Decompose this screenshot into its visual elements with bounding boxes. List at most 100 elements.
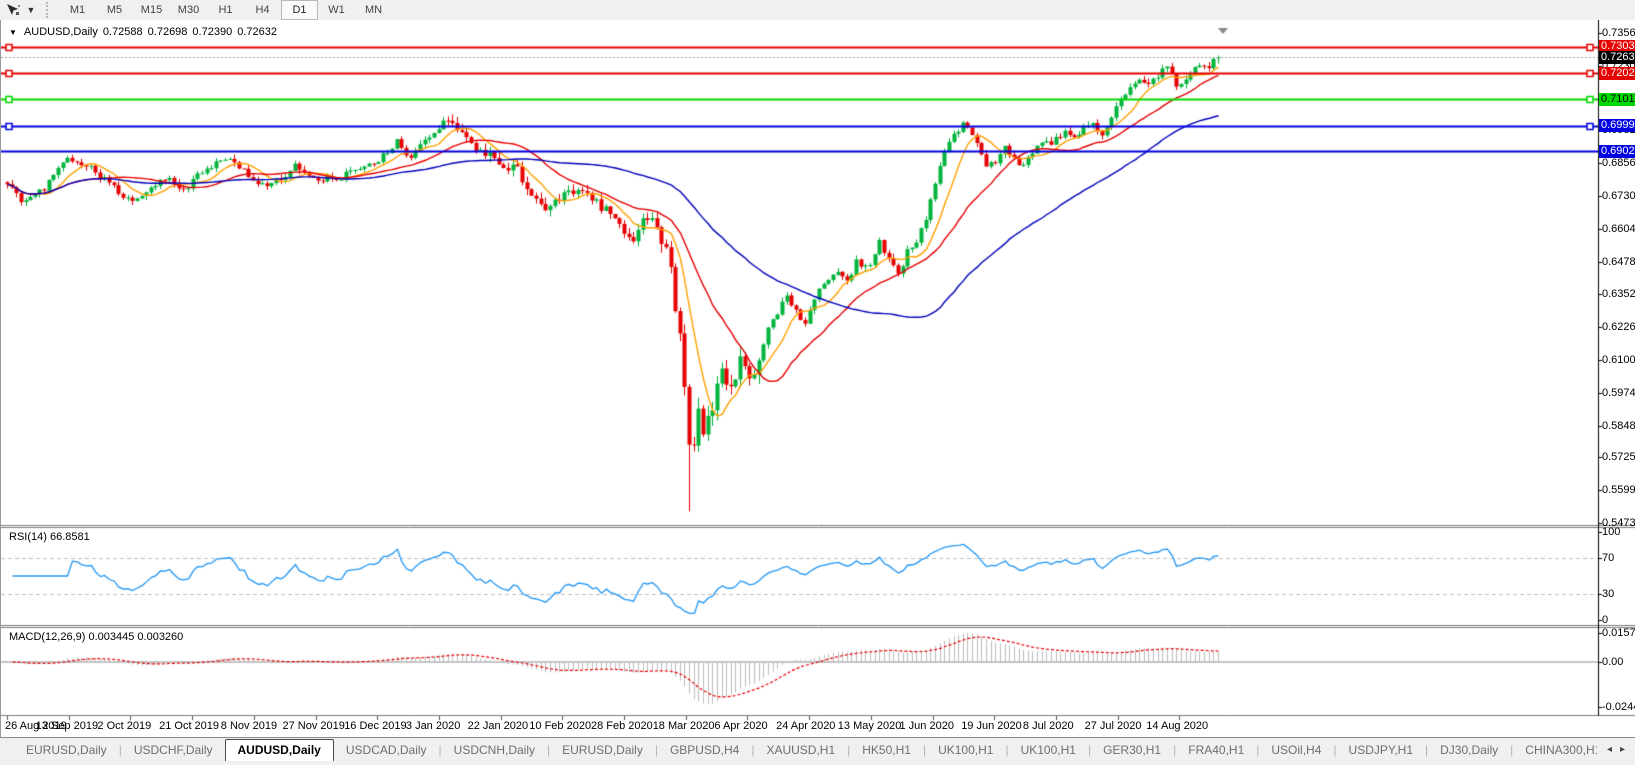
tab-item-gbpusd-h4[interactable]: GBPUSD,H4	[669, 743, 740, 757]
timeframe-button-D1[interactable]: D1	[281, 0, 318, 20]
tab-separator: |	[1005, 743, 1009, 757]
date-label: 19 Jun 2020	[961, 720, 1022, 732]
price-line-tag: 0.73033	[1599, 40, 1635, 54]
date-label: 6 Apr 2020	[714, 720, 768, 732]
chart-area: ▼ AUDUSD,Daily 0.72588 0.72698 0.72390 0…	[0, 20, 1635, 737]
timeframe-button-H1[interactable]: H1	[218, 4, 233, 16]
tab-item-eurusd-daily[interactable]: EURUSD,Daily	[26, 743, 107, 757]
date-label: 8 Jul 2020	[1022, 720, 1074, 732]
tab-separator: |	[438, 743, 442, 757]
tab-item-ger30-h1[interactable]: GER30,H1	[1103, 743, 1162, 757]
date-label: 27 Nov 2019	[282, 720, 345, 732]
tab-item-usdcnh-daily[interactable]: USDCNH,Daily	[453, 743, 536, 757]
date-label: 24 Apr 2020	[776, 720, 836, 732]
date-label: 1 Jun 2020	[899, 720, 954, 732]
toolbar-grip[interactable]	[46, 2, 55, 18]
price-line-tag: 0.69025	[1599, 144, 1635, 158]
tab-separator: |	[118, 743, 122, 757]
tab-item-uk100-h1[interactable]: UK100,H1	[1020, 743, 1076, 757]
tab-separator: |	[751, 743, 755, 757]
macd-tick-label: -0.02441	[1602, 700, 1635, 713]
timeframe-toolbar: ▼ M1 M5 M15 M30 H1 H4 D1 W1 MN	[0, 0, 1635, 21]
rsi-tick-label: 0	[1602, 614, 1609, 626]
timeframe-button-MN[interactable]: MN	[364, 4, 383, 16]
tab-separator: |	[922, 743, 927, 757]
tab-item-china300-h1[interactable]: CHINA300,H1	[1525, 743, 1597, 757]
date-label: 2 Oct 2019	[97, 720, 152, 732]
date-label: 18 Mar 2020	[652, 720, 715, 732]
tab-separator: |	[1425, 743, 1429, 757]
timeframe-button-H4[interactable]: H4	[255, 4, 270, 16]
date-label: 26 Aug 2019	[5, 720, 67, 732]
cursor-arrows-icon	[6, 4, 20, 15]
tab-item-usdcad-daily[interactable]: USDCAD,Daily	[345, 743, 427, 757]
tab-scroll-left-icon[interactable]: ◂	[1606, 743, 1612, 755]
tab-separator: |	[1333, 743, 1337, 757]
tab-item-hk50-h1[interactable]: HK50,H1	[862, 743, 911, 757]
chart-tools-icon[interactable]	[2, 1, 24, 19]
rsi-indicator-label: RSI(14) 66.8581	[9, 531, 90, 543]
tab-item-uk100-h1[interactable]: UK100,H1	[938, 743, 994, 757]
date-label: 28 Feb 2020	[591, 720, 653, 732]
timeframe-button-M30[interactable]: M30	[177, 4, 200, 16]
tab-item-fra40-h1[interactable]: FRA40,H1	[1188, 743, 1245, 757]
price-tick-label: 0.57255	[1602, 451, 1635, 464]
tab-item-audusd-daily[interactable]: AUDUSD,Daily	[224, 739, 334, 761]
tab-item-usdchf-daily[interactable]: USDCHF,Daily	[133, 743, 213, 757]
date-label: 13 May 2020	[837, 720, 902, 732]
tab-separator: |	[547, 743, 551, 757]
tab-separator: |	[1256, 743, 1260, 757]
chart-tab-bar: EURUSD,Daily | USDCHF,Daily AUDUSD,Daily USD…	[0, 737, 1635, 765]
macd-tick-label: 0.01574	[1602, 626, 1635, 639]
tab-scroll-buttons: ◂ ▸	[1597, 739, 1635, 759]
date-label: 22 Jan 2020	[467, 720, 529, 732]
date-label: 16 Dec 2019	[344, 720, 407, 732]
ohlc-open: 0.72588	[102, 26, 143, 38]
tab-item-xauusd-h1[interactable]: XAUUSD,H1	[766, 743, 836, 757]
tab-separator: |	[654, 743, 658, 757]
price-tick-label: 0.55995	[1602, 484, 1635, 497]
date-label: 14 Aug 2020	[1146, 720, 1209, 732]
ohlc-high: 0.72698	[147, 26, 188, 38]
timeframe-button-M15[interactable]: M15	[140, 4, 163, 16]
chart-menu-arrow-icon[interactable]: ▼	[9, 27, 17, 37]
price-chart-canvas[interactable]	[1, 20, 1635, 737]
tab-item-usoil-h4[interactable]: USOil,H4	[1271, 743, 1322, 757]
tab-separator: |	[847, 743, 851, 757]
current-price-tag: 0.72632	[1599, 50, 1635, 64]
chart-symbol-label: AUDUSD,Daily	[23, 26, 98, 38]
macd-tick-label: 0.00	[1602, 656, 1624, 668]
date-label: 13 Sep 2019	[35, 720, 99, 732]
tab-item-dj30-daily[interactable]: DJ30,Daily	[1440, 743, 1499, 757]
rsi-tick-label: 30	[1602, 587, 1615, 600]
timeframe-button-M5[interactable]: M5	[106, 4, 123, 16]
tab-item-usdjpy-h1[interactable]: USDJPY,H1	[1348, 743, 1414, 757]
chart-tools-dropdown-caret[interactable]: ▼	[26, 5, 36, 15]
price-tick-label: 0.73565	[1602, 27, 1635, 39]
rsi-tick-label: 100	[1602, 526, 1621, 538]
date-label: 8 Nov 2019	[220, 720, 278, 732]
timeframe-button-M1[interactable]: M1	[69, 4, 86, 16]
chart-tabs: EURUSD,Daily | USDCHF,Daily AUDUSD,Daily USD…	[14, 739, 1597, 761]
price-line-tag: 0.72022	[1599, 66, 1635, 80]
tab-separator: |	[1510, 743, 1514, 757]
tab-separator: |	[1173, 743, 1177, 757]
rsi-tick-label: 70	[1602, 552, 1615, 565]
tab-separator: |	[1087, 743, 1092, 757]
timeframe-button-W1[interactable]: W1	[328, 4, 345, 16]
ohlc-close: 0.72632	[237, 26, 277, 38]
tab-scroll-right-icon[interactable]: ▸	[1619, 743, 1625, 755]
tab-item-eurusd-daily[interactable]: EURUSD,Daily	[562, 743, 643, 757]
chart-ohlc-header: ▼ AUDUSD,Daily 0.72588 0.72698 0.72390 0…	[9, 26, 277, 38]
date-label: 3 Jan 2020	[405, 720, 461, 732]
